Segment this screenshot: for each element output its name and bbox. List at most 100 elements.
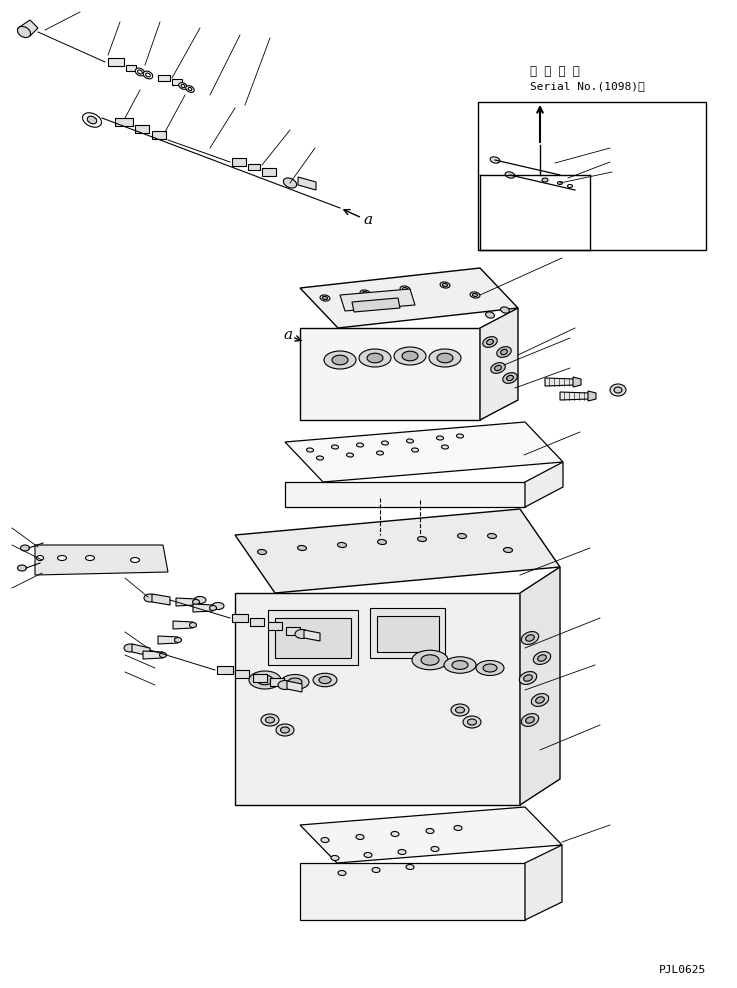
Polygon shape: [152, 131, 166, 139]
Ellipse shape: [440, 282, 450, 288]
Ellipse shape: [418, 536, 427, 541]
Polygon shape: [143, 651, 163, 659]
Polygon shape: [298, 177, 316, 190]
Ellipse shape: [491, 363, 506, 373]
Ellipse shape: [307, 448, 313, 453]
Polygon shape: [300, 268, 518, 328]
Ellipse shape: [367, 353, 383, 363]
Ellipse shape: [265, 717, 274, 723]
Ellipse shape: [324, 351, 356, 369]
Polygon shape: [18, 20, 38, 36]
Ellipse shape: [83, 113, 102, 127]
Ellipse shape: [398, 850, 406, 855]
Ellipse shape: [37, 555, 43, 560]
Ellipse shape: [476, 661, 504, 676]
Ellipse shape: [179, 83, 187, 89]
Ellipse shape: [437, 353, 453, 363]
Polygon shape: [35, 545, 168, 575]
Ellipse shape: [372, 867, 380, 872]
Ellipse shape: [257, 549, 267, 554]
Polygon shape: [300, 328, 480, 420]
Ellipse shape: [57, 555, 66, 560]
Ellipse shape: [87, 117, 97, 124]
Ellipse shape: [456, 434, 464, 438]
Ellipse shape: [500, 307, 509, 313]
Ellipse shape: [486, 339, 493, 345]
Ellipse shape: [363, 291, 368, 294]
Ellipse shape: [400, 286, 410, 292]
Ellipse shape: [321, 838, 329, 843]
Polygon shape: [304, 630, 320, 641]
Ellipse shape: [194, 597, 206, 604]
Polygon shape: [235, 670, 249, 678]
Ellipse shape: [472, 293, 478, 296]
Bar: [478, 102, 706, 250]
Ellipse shape: [181, 84, 185, 88]
Ellipse shape: [284, 178, 296, 188]
Ellipse shape: [426, 829, 434, 834]
Ellipse shape: [295, 629, 309, 638]
Ellipse shape: [614, 387, 622, 393]
Ellipse shape: [319, 677, 331, 684]
Ellipse shape: [525, 716, 534, 723]
Ellipse shape: [159, 652, 167, 657]
Polygon shape: [158, 636, 178, 644]
Polygon shape: [573, 377, 581, 387]
Ellipse shape: [500, 350, 507, 355]
Ellipse shape: [429, 349, 461, 367]
Ellipse shape: [458, 534, 467, 538]
Bar: [377, 616, 439, 652]
Ellipse shape: [542, 178, 548, 182]
Text: a: a: [363, 213, 373, 227]
Ellipse shape: [175, 637, 181, 642]
Ellipse shape: [130, 557, 139, 562]
Ellipse shape: [188, 87, 192, 91]
Ellipse shape: [431, 847, 439, 852]
Ellipse shape: [524, 675, 532, 681]
Ellipse shape: [298, 545, 307, 550]
Ellipse shape: [394, 347, 426, 365]
Polygon shape: [232, 158, 246, 166]
Ellipse shape: [525, 634, 534, 641]
Polygon shape: [253, 674, 267, 682]
Ellipse shape: [21, 545, 29, 551]
Ellipse shape: [288, 678, 302, 686]
Ellipse shape: [406, 864, 414, 869]
Ellipse shape: [521, 631, 539, 644]
Ellipse shape: [483, 337, 497, 348]
Ellipse shape: [421, 655, 439, 665]
Polygon shape: [270, 678, 284, 686]
Ellipse shape: [278, 681, 292, 690]
Ellipse shape: [356, 835, 364, 840]
Polygon shape: [248, 164, 260, 170]
Bar: [275, 618, 351, 658]
Text: a: a: [284, 328, 293, 342]
Ellipse shape: [338, 542, 346, 547]
Ellipse shape: [146, 73, 150, 77]
Ellipse shape: [320, 295, 330, 301]
Polygon shape: [193, 604, 213, 612]
Polygon shape: [262, 168, 276, 176]
Polygon shape: [232, 614, 248, 622]
Ellipse shape: [331, 856, 339, 861]
Polygon shape: [158, 75, 170, 81]
Ellipse shape: [323, 296, 327, 299]
Polygon shape: [132, 644, 150, 656]
Polygon shape: [135, 125, 149, 133]
Polygon shape: [268, 622, 282, 630]
Polygon shape: [250, 618, 264, 626]
Polygon shape: [520, 567, 560, 805]
Ellipse shape: [497, 347, 511, 358]
Polygon shape: [480, 308, 518, 420]
Ellipse shape: [360, 289, 370, 296]
Ellipse shape: [18, 27, 30, 38]
Ellipse shape: [377, 539, 386, 544]
Ellipse shape: [249, 671, 281, 689]
Polygon shape: [172, 79, 182, 85]
Polygon shape: [525, 462, 563, 507]
Ellipse shape: [186, 86, 195, 93]
Text: Serial No.(1098)～: Serial No.(1098)～: [530, 81, 645, 91]
Text: 適 用 号 機: 適 用 号 機: [530, 65, 580, 78]
Ellipse shape: [538, 655, 546, 661]
Ellipse shape: [442, 284, 447, 287]
